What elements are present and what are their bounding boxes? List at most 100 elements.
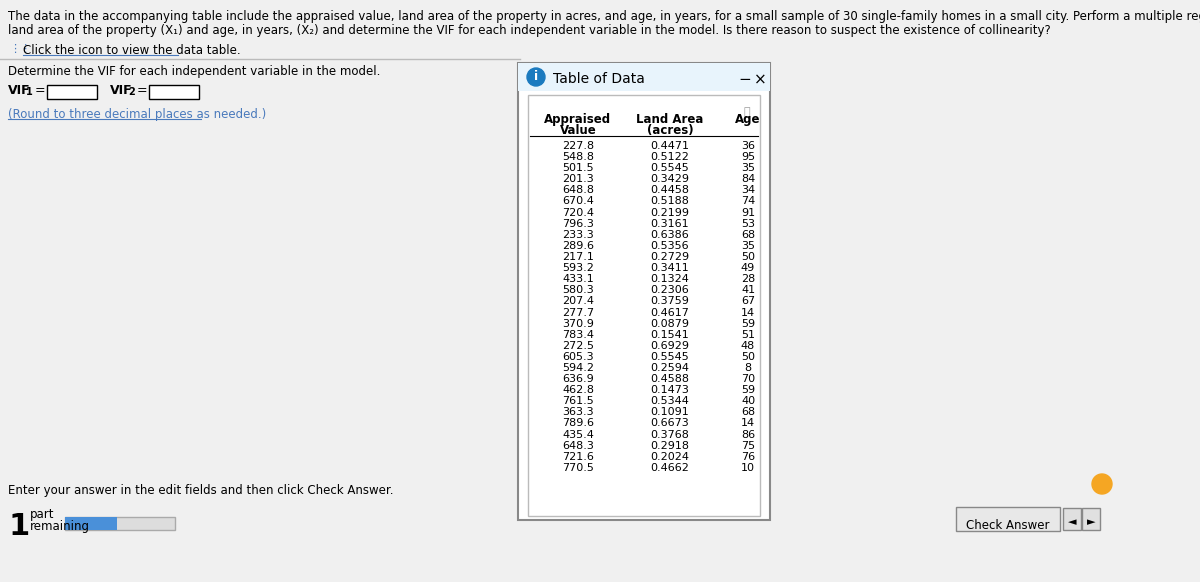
Text: 8: 8	[744, 363, 751, 373]
Text: 35: 35	[742, 163, 755, 173]
FancyBboxPatch shape	[149, 85, 199, 99]
Text: 0.2729: 0.2729	[650, 252, 690, 262]
Text: 272.5: 272.5	[562, 341, 594, 351]
Text: ⋮⋮: ⋮⋮	[10, 44, 31, 54]
Text: 277.7: 277.7	[562, 307, 594, 318]
Text: 95: 95	[740, 152, 755, 162]
FancyBboxPatch shape	[47, 85, 97, 99]
Text: 0.6673: 0.6673	[650, 418, 689, 428]
Text: 207.4: 207.4	[562, 296, 594, 306]
Text: 91: 91	[740, 208, 755, 218]
Text: 227.8: 227.8	[562, 141, 594, 151]
FancyBboxPatch shape	[1082, 508, 1100, 530]
Text: 0.1541: 0.1541	[650, 329, 689, 340]
Text: 433.1: 433.1	[562, 274, 594, 284]
Text: VIF: VIF	[8, 84, 31, 97]
Text: 1: 1	[26, 87, 32, 97]
Text: 0.1324: 0.1324	[650, 274, 690, 284]
Text: 0.5188: 0.5188	[650, 197, 690, 207]
Text: Table of Data: Table of Data	[553, 72, 644, 86]
Text: (Round to three decimal places as needed.): (Round to three decimal places as needed…	[8, 108, 266, 121]
Text: 2: 2	[128, 87, 134, 97]
Text: ◄: ◄	[1068, 517, 1076, 527]
FancyBboxPatch shape	[65, 517, 175, 530]
Text: 14: 14	[740, 418, 755, 428]
Text: 0.4471: 0.4471	[650, 141, 690, 151]
Text: ►: ►	[1087, 517, 1096, 527]
Text: 0.2594: 0.2594	[650, 363, 690, 373]
Text: 548.8: 548.8	[562, 152, 594, 162]
Text: 68: 68	[740, 230, 755, 240]
Text: 68: 68	[740, 407, 755, 417]
Text: 770.5: 770.5	[562, 463, 594, 473]
Text: Enter your answer in the edit fields and then click Check Answer.: Enter your answer in the edit fields and…	[8, 484, 394, 497]
Text: 0.3161: 0.3161	[650, 219, 689, 229]
Text: part: part	[30, 508, 54, 521]
Text: 14: 14	[740, 307, 755, 318]
Text: 594.2: 594.2	[562, 363, 594, 373]
FancyBboxPatch shape	[1063, 508, 1081, 530]
Text: land area of the property (X₁) and age, in years, (X₂) and determine the VIF for: land area of the property (X₁) and age, …	[8, 24, 1051, 37]
Text: 0.1473: 0.1473	[650, 385, 690, 395]
FancyBboxPatch shape	[518, 63, 770, 520]
Text: 593.2: 593.2	[562, 263, 594, 273]
Text: 0.4662: 0.4662	[650, 463, 690, 473]
Text: 0.2306: 0.2306	[650, 285, 689, 295]
Text: 0.4458: 0.4458	[650, 186, 690, 196]
Text: 462.8: 462.8	[562, 385, 594, 395]
Text: ×: ×	[754, 72, 767, 87]
Text: 217.1: 217.1	[562, 252, 594, 262]
Text: 50: 50	[742, 252, 755, 262]
Text: Determine the VIF for each independent variable in the model.: Determine the VIF for each independent v…	[8, 65, 380, 78]
Text: Check Answer: Check Answer	[966, 519, 1050, 532]
Text: 86: 86	[740, 430, 755, 439]
Text: 289.6: 289.6	[562, 241, 594, 251]
Text: 435.4: 435.4	[562, 430, 594, 439]
Text: 0.3411: 0.3411	[650, 263, 689, 273]
Text: 648.3: 648.3	[562, 441, 594, 450]
Text: Appraised: Appraised	[545, 113, 612, 126]
Text: 84: 84	[740, 174, 755, 184]
Text: Age: Age	[736, 113, 761, 126]
Text: 48: 48	[740, 341, 755, 351]
Text: 35: 35	[742, 241, 755, 251]
Text: 501.5: 501.5	[562, 163, 594, 173]
Text: 70: 70	[740, 374, 755, 384]
Text: 0.2918: 0.2918	[650, 441, 690, 450]
Text: 40: 40	[740, 396, 755, 406]
Text: 28: 28	[740, 274, 755, 284]
Text: 648.8: 648.8	[562, 186, 594, 196]
FancyBboxPatch shape	[528, 95, 760, 516]
Text: (acres): (acres)	[647, 124, 694, 137]
Text: 796.3: 796.3	[562, 219, 594, 229]
Text: 59: 59	[740, 385, 755, 395]
Text: 605.3: 605.3	[562, 352, 594, 362]
Text: 34: 34	[740, 186, 755, 196]
Circle shape	[1092, 474, 1112, 494]
Text: 0.5122: 0.5122	[650, 152, 690, 162]
Text: 761.5: 761.5	[562, 396, 594, 406]
Text: 233.3: 233.3	[562, 230, 594, 240]
Text: 201.3: 201.3	[562, 174, 594, 184]
Text: 783.4: 783.4	[562, 329, 594, 340]
Text: 720.4: 720.4	[562, 208, 594, 218]
Text: 0.4588: 0.4588	[650, 374, 690, 384]
Text: 721.6: 721.6	[562, 452, 594, 462]
FancyBboxPatch shape	[65, 517, 118, 530]
Circle shape	[527, 68, 545, 86]
Text: 0.1091: 0.1091	[650, 407, 689, 417]
Text: 1: 1	[8, 512, 29, 541]
Text: 49: 49	[740, 263, 755, 273]
Text: 0.5344: 0.5344	[650, 396, 690, 406]
Text: 75: 75	[740, 441, 755, 450]
Text: 789.6: 789.6	[562, 418, 594, 428]
Text: 74: 74	[740, 197, 755, 207]
FancyBboxPatch shape	[956, 507, 1060, 531]
Text: 0.5545: 0.5545	[650, 352, 689, 362]
Text: 59: 59	[740, 318, 755, 329]
Text: 0.4617: 0.4617	[650, 307, 690, 318]
Text: 0.2024: 0.2024	[650, 452, 690, 462]
Text: 36: 36	[742, 141, 755, 151]
Text: i: i	[534, 70, 538, 83]
Text: 0.3759: 0.3759	[650, 296, 690, 306]
